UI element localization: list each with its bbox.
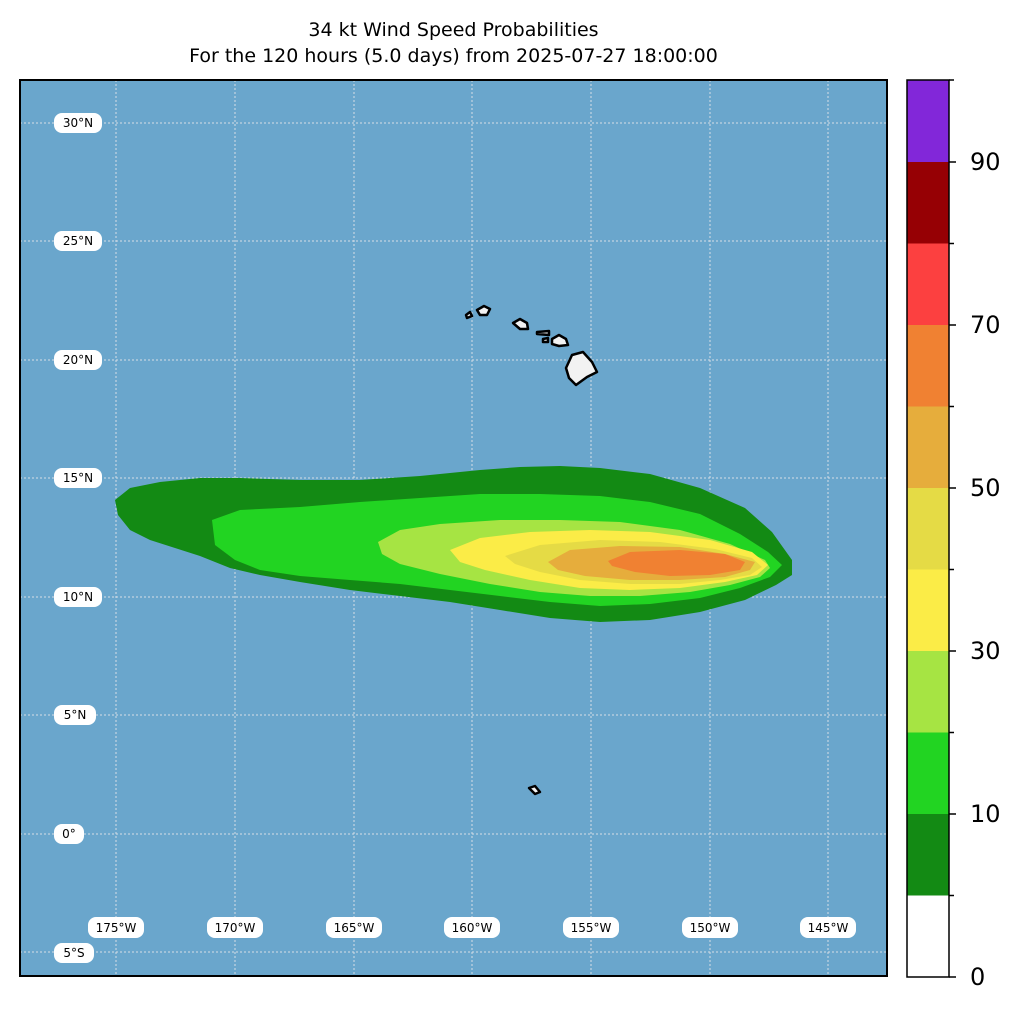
- lat-label-25: 25°N: [54, 231, 102, 251]
- lon-label-155: 155°W: [563, 917, 619, 938]
- lat-label-5-text: 5°N: [64, 708, 87, 722]
- lon-label-175: 175°W: [88, 917, 144, 938]
- lon-labels: 175°W 170°W 165°W 160°W 155°W 150°W 145°…: [88, 917, 856, 938]
- lon-label-155-text: 155°W: [571, 921, 612, 935]
- lat-label-15: 15°N: [54, 468, 102, 488]
- colorbar-tick-label-90: 90: [970, 148, 1001, 176]
- lat-label-25-text: 25°N: [63, 234, 93, 248]
- island-howland: [527, 784, 542, 796]
- lat-label-5: 5°N: [54, 705, 96, 725]
- island-molokai: [535, 329, 551, 337]
- colorbar-bin-30-40: [907, 651, 949, 733]
- lon-label-150: 150°W: [682, 917, 738, 938]
- colorbar-ticks: [949, 79, 956, 978]
- lat-label-10: 10°N: [54, 587, 102, 607]
- island-oahu: [511, 317, 530, 331]
- island-lanai: [541, 336, 550, 344]
- lat-label-30-text: 30°N: [63, 116, 93, 130]
- lat-label-0-text: 0°: [62, 827, 76, 841]
- colorbar-tick-label-30: 30: [970, 637, 1001, 665]
- island-hawaii: [564, 350, 599, 387]
- lon-label-175-text: 175°W: [96, 921, 137, 935]
- map-title-line2: For the 120 hours (5.0 days) from 2025-0…: [189, 45, 718, 67]
- island-maui: [550, 333, 570, 348]
- colorbar-tick-label-70: 70: [970, 311, 1001, 339]
- colorbar-bin-100-plus: [907, 80, 949, 162]
- colorbar-bin-20-30: [907, 732, 949, 814]
- lat-label-10-text: 10°N: [63, 590, 93, 604]
- colorbar-bin-40-50: [907, 569, 949, 651]
- islands: [464, 304, 599, 796]
- contour-60-70: [608, 550, 745, 576]
- map-title-line1: 34 kt Wind Speed Probabilities: [308, 19, 599, 41]
- island-kauai: [475, 304, 492, 317]
- lon-label-170: 170°W: [207, 917, 263, 938]
- colorbar-bin-50-60: [907, 488, 949, 570]
- lon-label-165-text: 165°W: [334, 921, 375, 935]
- colorbar-bin-10-20: [907, 814, 949, 896]
- lon-label-150-text: 150°W: [690, 921, 731, 935]
- lon-label-165: 165°W: [326, 917, 382, 938]
- colorbar-tick-label-50: 50: [970, 474, 1001, 502]
- colorbar-bin-90-100: [907, 162, 949, 244]
- colorbar-tick-label-10: 10: [970, 800, 1001, 828]
- colorbar-bin-70-80: [907, 325, 949, 407]
- lat-label-15-text: 15°N: [63, 471, 93, 485]
- colorbar-bin-0-10: [907, 895, 949, 977]
- probability-contours: [115, 466, 792, 622]
- lat-label-minus5-text: 5°S: [63, 946, 84, 960]
- lon-label-145-text: 145°W: [808, 921, 849, 935]
- lat-label-30: 30°N: [54, 113, 102, 133]
- lat-label-0: 0°: [54, 824, 84, 844]
- colorbar: [906, 79, 956, 978]
- lon-label-160: 160°W: [444, 917, 500, 938]
- lat-labels: 30°N 25°N 20°N 15°N 10°N 5°N 0° 5°S: [54, 113, 102, 963]
- colorbar-bin-60-70: [907, 406, 949, 488]
- lat-label-20: 20°N: [54, 350, 102, 370]
- colorbar-tick-label-0: 0: [970, 963, 986, 991]
- map-frame: [19, 79, 888, 977]
- colorbar-frame: [906, 79, 950, 978]
- lon-label-160-text: 160°W: [452, 921, 493, 935]
- lon-label-145: 145°W: [800, 917, 856, 938]
- lon-label-170-text: 170°W: [215, 921, 256, 935]
- lat-label-minus5: 5°S: [54, 943, 94, 963]
- island-niihau: [464, 310, 474, 320]
- lat-label-20-text: 20°N: [63, 353, 93, 367]
- colorbar-bin-80-90: [907, 243, 949, 325]
